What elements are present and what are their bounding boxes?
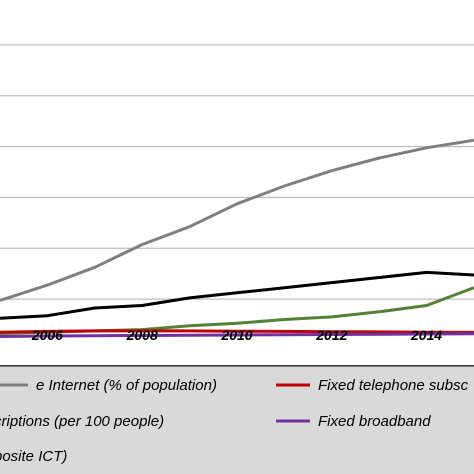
series-line-0	[0, 138, 474, 302]
legend-label: Fixed telephone subsc	[318, 377, 469, 394]
x-tick-label: 2006	[31, 327, 63, 343]
plot-area	[0, 0, 474, 367]
x-tick-label: 2010	[220, 327, 252, 343]
series-lines	[0, 138, 474, 338]
legend-label: criptions (per 100 people)	[0, 413, 164, 430]
series-line-4	[0, 332, 474, 338]
legend: e Internet (% of population) Fixed teleph…	[0, 377, 469, 465]
legend-label: posite ICT)	[0, 448, 67, 465]
legend-label: Fixed broadband	[318, 413, 431, 430]
x-tick-label: 2012	[315, 327, 347, 343]
series-line-3	[0, 329, 474, 334]
series-line-1	[0, 270, 474, 320]
x-tick-label: 2014	[410, 327, 442, 343]
gridlines	[0, 44, 474, 300]
x-axis-tick-labels: 2006 2008 2010 2012 2014	[31, 327, 443, 343]
x-tick-label: 2008	[126, 327, 158, 343]
legend-box	[0, 365, 474, 474]
legend-label: e Internet (% of population)	[36, 377, 217, 394]
